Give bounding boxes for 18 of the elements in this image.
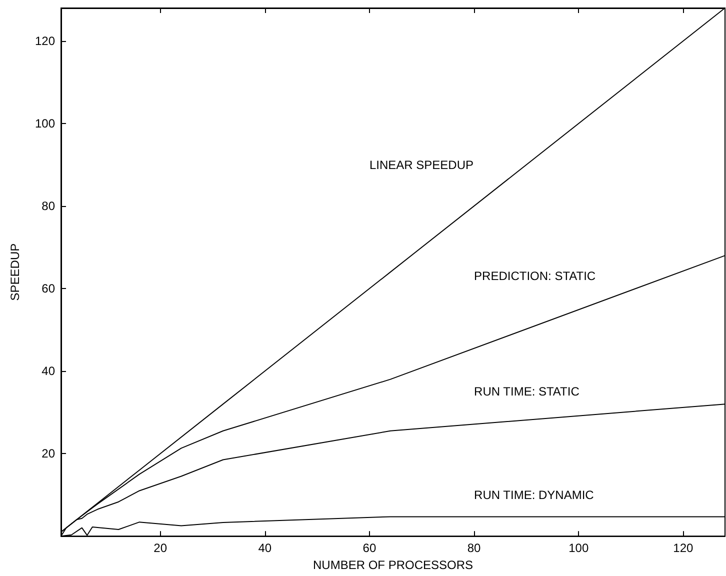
- x-axis-title: NUMBER OF PROCESSORS: [312, 558, 474, 572]
- series-label: PREDICTION: STATIC: [474, 269, 596, 284]
- x-tick-label: 100: [568, 541, 589, 556]
- y-tick-label: 20: [42, 446, 56, 461]
- x-tick-label: 120: [673, 541, 694, 556]
- series-label: RUN TIME: DYNAMIC: [474, 488, 594, 502]
- y-tick-label: 80: [42, 199, 56, 214]
- x-tick-label: 40: [258, 541, 272, 556]
- y-tick-label: 100: [34, 116, 56, 131]
- y-axis-title: SPEEDUP: [8, 243, 22, 301]
- x-tick-label: 60: [362, 541, 376, 556]
- y-tick-label: 60: [42, 282, 56, 296]
- x-tick-label: 20: [154, 541, 168, 556]
- x-tick-label: 80: [467, 541, 482, 556]
- y-tick-label: 120: [34, 34, 56, 48]
- text: LINEAR SPEEDUP: [369, 158, 474, 172]
- series-label: RUN TIME: STATIC: [474, 384, 580, 399]
- y-tick-label: 40: [42, 364, 56, 378]
